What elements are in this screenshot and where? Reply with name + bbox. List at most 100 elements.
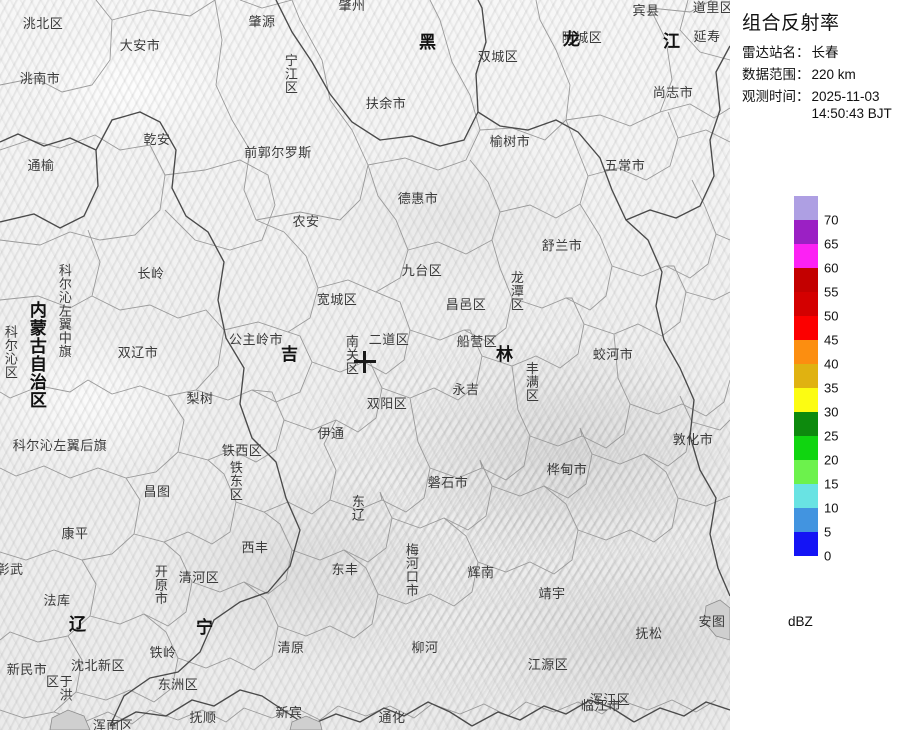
place-label: 洮北区 — [22, 16, 64, 32]
info-row-value: 长春 — [811, 45, 839, 60]
legend-tick-label: 35 — [824, 380, 839, 396]
place-label: 科尔沁左翼中旗 — [56, 263, 72, 359]
province-label: 辽 — [69, 615, 87, 635]
legend-band — [794, 412, 818, 436]
place-label: 临江市 — [580, 698, 622, 714]
place-label: 新宾 — [275, 705, 303, 721]
place-label: 宾县 — [632, 3, 660, 19]
place-label: 磐石市 — [427, 475, 469, 491]
legend-tick-label: 25 — [824, 428, 839, 444]
place-label: 蛟河市 — [592, 347, 634, 363]
reflectivity-color-legend: 70 65 60 55 50 45 40 35 30 25 20 15 10 5 0 — [794, 196, 914, 564]
legend-band — [794, 388, 818, 412]
place-label: 双辽市 — [117, 345, 159, 361]
place-label: 彰武 — [0, 562, 24, 578]
place-label: 安图 — [698, 614, 726, 630]
place-label: 东洲区 — [157, 677, 199, 693]
place-label: 康平 — [61, 526, 89, 542]
place-label: 道里区 — [692, 0, 730, 16]
place-label: 铁岭 — [149, 645, 177, 661]
place-label: 宽城区 — [316, 292, 358, 308]
legend-tick-label: 55 — [824, 284, 839, 300]
place-label: 延寿 — [693, 29, 721, 45]
info-row: 数据范围： 220 km — [742, 67, 914, 84]
place-label: 开原市 — [152, 564, 168, 606]
place-label: 敦化市 — [672, 432, 714, 448]
place-label: 清原 — [277, 640, 305, 656]
administrative-boundaries — [0, 0, 730, 730]
place-label: 西丰 — [241, 540, 269, 556]
province-label: 龙 — [563, 30, 581, 50]
place-label: 九台区 — [401, 263, 443, 279]
info-row-value-line2: 14:50:43 BJT — [811, 105, 892, 121]
place-label: 双阳区 — [366, 396, 408, 412]
legend-band — [794, 484, 818, 508]
place-label: 榆树市 — [489, 134, 531, 150]
legend-band — [794, 292, 818, 316]
radar-map-canvas[interactable]: 洮北区 大安市 肇源 肇州 道里区 宾县 延寿 阿城区 双城区 洮南市 宁江区 尚志市 扶余市 乾安 前郭尔… — [0, 0, 730, 730]
legend-tick-label: 60 — [824, 260, 839, 276]
legend-tick-label: 15 — [824, 476, 839, 492]
place-label: 东辽 — [349, 494, 365, 522]
place-label: 桦甸市 — [546, 462, 588, 478]
province-label: 内蒙古自治区 — [26, 301, 46, 409]
radar-site-marker-icon — [354, 351, 376, 373]
place-label: 抚松 — [635, 626, 663, 642]
place-label: 辉南 — [467, 565, 495, 581]
place-label: 船营区 — [456, 334, 498, 350]
place-label: 于洪区 — [44, 674, 73, 702]
legend-tick-label: 45 — [824, 332, 839, 348]
info-row-value: 220 km — [811, 66, 856, 82]
legend-color-bar — [794, 196, 818, 556]
place-label: 舒兰市 — [541, 238, 583, 254]
place-label: 东丰 — [331, 562, 359, 578]
place-label: 抚顺 — [189, 710, 217, 726]
legend-tick-label: 70 — [824, 212, 839, 228]
legend-band — [794, 364, 818, 388]
info-row-key: 雷达站名： — [742, 45, 810, 60]
legend-band — [794, 532, 818, 556]
info-row: 观测时间： 2025-11-03 14:50:43 BJT — [742, 89, 914, 123]
place-label: 农安 — [292, 214, 320, 230]
province-label: 江 — [663, 32, 681, 52]
place-label: 宁江区 — [282, 53, 298, 95]
place-label: 永吉 — [452, 382, 480, 398]
legend-tick-label: 10 — [824, 500, 839, 516]
place-label: 梅河口市 — [403, 543, 419, 597]
place-label: 肇州 — [338, 0, 366, 14]
place-label: 法库 — [43, 593, 71, 609]
info-row-key: 数据范围： — [742, 66, 810, 82]
province-label: 宁 — [196, 618, 214, 638]
place-label: 梨树 — [186, 391, 214, 407]
legend-band — [794, 508, 818, 532]
legend-unit-label: dBZ — [788, 614, 813, 629]
place-label: 尚志市 — [652, 85, 694, 101]
legend-tick-label: 40 — [824, 356, 839, 372]
place-label: 扶余市 — [365, 96, 407, 112]
place-label: 科尔沁区 — [2, 325, 18, 379]
legend-tick-label: 0 — [824, 548, 832, 564]
place-label: 前郭尔罗斯 — [244, 145, 312, 161]
place-label: 大安市 — [119, 38, 161, 54]
legend-band — [794, 460, 818, 484]
province-label: 林 — [496, 345, 514, 365]
product-info-block: 组合反射率 雷达站名： 长春 数据范围： 220 km 观测时间： 2025-11-03 1… — [742, 8, 914, 128]
info-side-panel: 组合反射率 雷达站名： 长春 数据范围： 220 km 观测时间： 2025-11-03 1… — [730, 0, 920, 730]
place-label: 江源区 — [527, 657, 569, 673]
province-label: 黑 — [419, 33, 437, 53]
info-row: 雷达站名： 长春 — [742, 45, 914, 62]
place-label: 通化 — [378, 710, 406, 726]
place-label: 靖宇 — [538, 586, 566, 602]
place-label: 丰满区 — [523, 361, 539, 403]
place-label: 浑江区 — [589, 692, 631, 708]
place-label: 通榆 — [27, 158, 55, 174]
place-label: 新民市 — [6, 662, 48, 678]
place-label: 阿城区 — [561, 30, 603, 46]
place-label: 铁西区 — [221, 443, 263, 459]
legend-band — [794, 196, 818, 220]
legend-tick-label: 65 — [824, 236, 839, 252]
place-label: 浑南区 — [92, 718, 134, 730]
legend-tick-label: 50 — [824, 308, 839, 324]
place-label: 肇源 — [248, 14, 276, 30]
